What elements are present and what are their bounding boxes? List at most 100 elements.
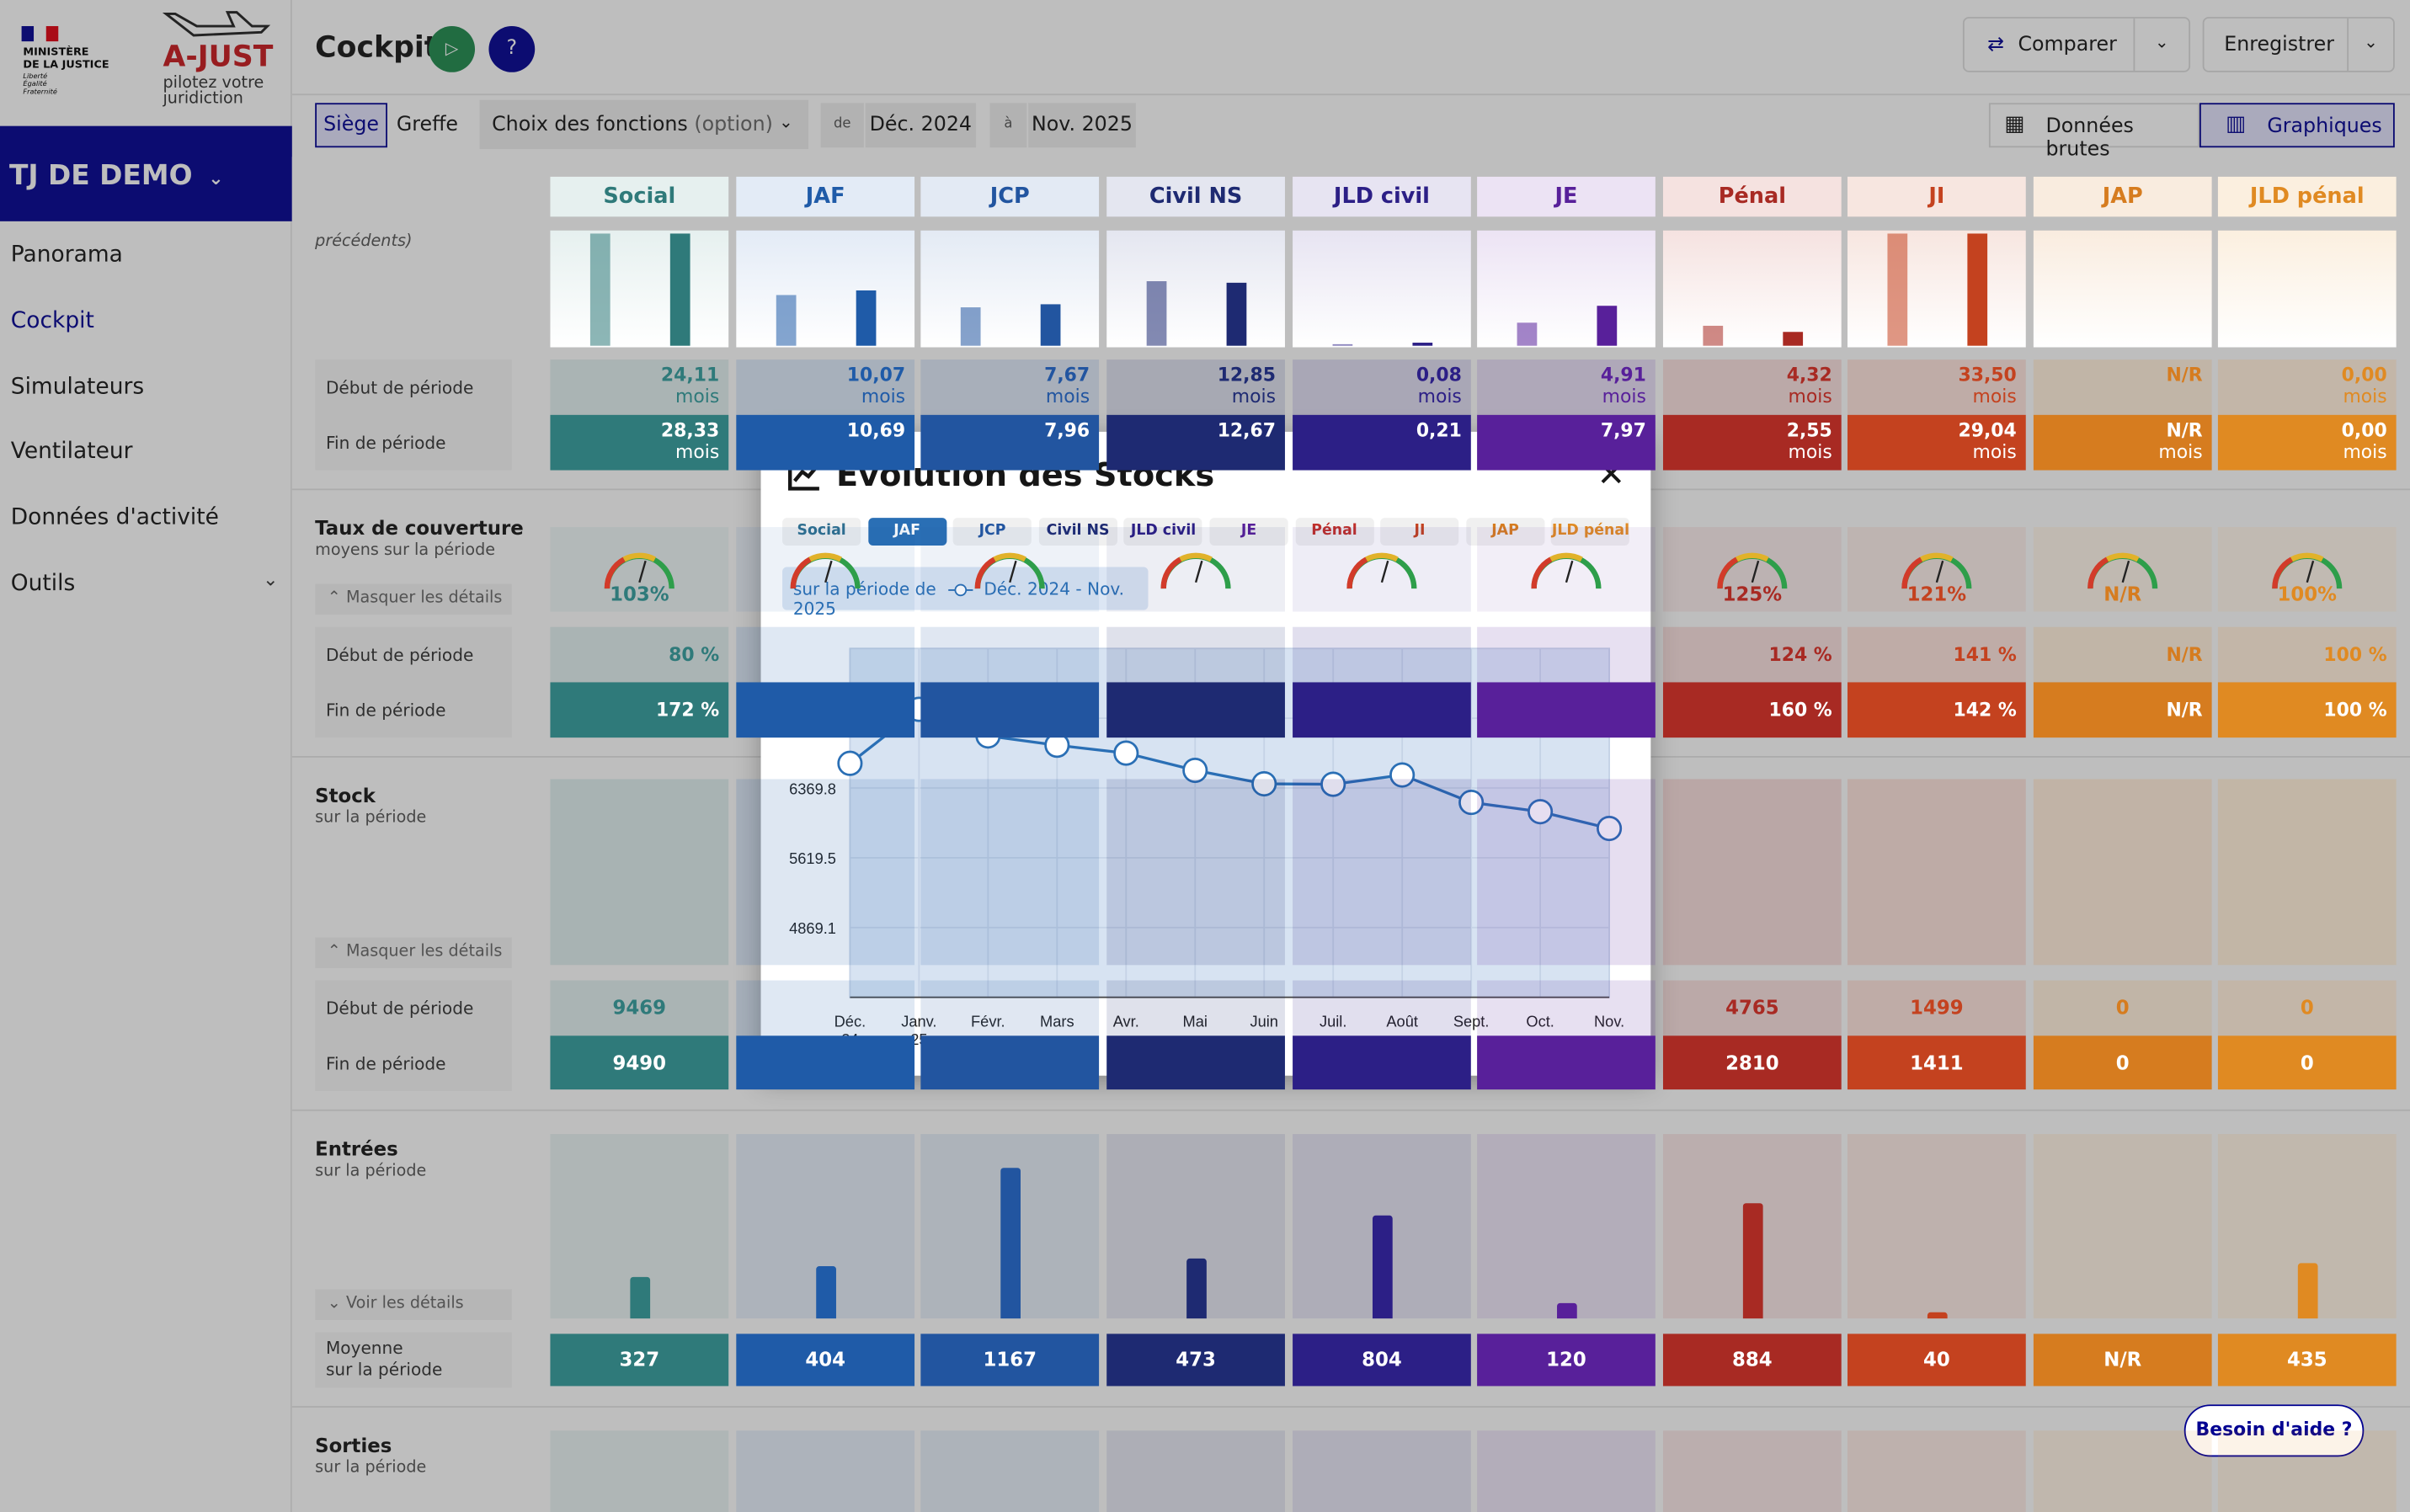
app-name: A-JUST — [163, 40, 274, 74]
entries-average-cell: 404 — [736, 1334, 915, 1387]
entries-average-cell: N/R — [2033, 1334, 2212, 1387]
to-prefix: à — [989, 103, 1027, 148]
stock-area-chart — [736, 779, 915, 966]
row-label-start: Début de période — [315, 359, 512, 415]
tab-jap[interactable]: JAP — [1465, 518, 1545, 546]
help-chat-button[interactable]: Besoin d'aide ? — [2183, 1404, 2365, 1457]
jurisdiction-selector[interactable]: TJ DE DEMO ⌄ — [0, 125, 292, 221]
charts-button[interactable]: ▥ Graphiques — [2199, 103, 2395, 148]
sidebar-item-cockpit[interactable]: Cockpit — [10, 308, 94, 334]
tab-jld-pénal[interactable]: JLD pénal — [1551, 518, 1630, 546]
tab-je[interactable]: JE — [1209, 518, 1288, 546]
dts-start-value: 10,07 — [846, 364, 906, 386]
exits-chart — [1662, 1430, 1842, 1512]
dts-chart — [1106, 230, 1285, 348]
chevron-down-icon[interactable]: ⌄ — [2133, 18, 2189, 71]
x-tick-label: Mars — [1040, 1012, 1074, 1030]
column-header: JE — [1477, 176, 1656, 217]
dts-start-unit: mois — [1788, 386, 1832, 407]
gauge-arc — [2272, 552, 2343, 589]
column-header: JCP — [920, 176, 1100, 217]
dts-bar — [1332, 343, 1353, 346]
functions-select[interactable]: Choix des fonctions (option) ⌄ — [479, 99, 809, 150]
tab-ji[interactable]: JI — [1380, 518, 1459, 546]
entries-chart — [1477, 1134, 1656, 1319]
stock-start-cell — [920, 980, 1100, 1036]
tab-civil-ns[interactable]: Civil NS — [1038, 518, 1117, 546]
sidebar-item-outils[interactable]: Outils — [10, 572, 76, 597]
entries-bar — [630, 1276, 651, 1319]
gauge-arc — [1717, 552, 1788, 589]
dts-end-value: 7,97 — [1600, 419, 1646, 441]
tab-jld-civil[interactable]: JLD civil — [1124, 518, 1203, 546]
tab-pénal[interactable]: Pénal — [1294, 518, 1374, 546]
x-tick-label: Mai — [1183, 1012, 1208, 1030]
filter-bar: Siège Greffe Choix des fonctions (option… — [292, 95, 2410, 162]
exits-chart — [2033, 1430, 2212, 1512]
gauge-value: 100% — [2277, 582, 2338, 606]
modal-backdrop-sidebar[interactable] — [0, 0, 292, 1512]
period-legend: sur la période de Déc. 2024 - Nov. 2025 — [782, 567, 1149, 620]
hide-details-button[interactable]: ⌃ Masquer les détails — [315, 583, 512, 615]
dts-start-value: 0,00 — [2341, 364, 2387, 386]
stock-title: Stock — [315, 783, 376, 807]
help-button[interactable]: ? — [488, 26, 536, 72]
sidebar-item-donnees[interactable]: Données d'activité — [10, 505, 219, 530]
coverage-end-cell — [920, 682, 1100, 738]
hide-details-button[interactable]: ⌃ Masquer les détails — [315, 937, 512, 968]
coverage-subtitle: moyens sur la période — [315, 540, 496, 560]
tab-jaf[interactable]: JAF — [867, 518, 946, 546]
dts-end-value: 2,55 — [1786, 419, 1832, 441]
compare-button[interactable]: ⇄ Comparer ⌄ — [1962, 17, 2191, 72]
exits-chart — [1106, 1430, 1285, 1512]
x-tick-label: Juin — [1250, 1012, 1277, 1030]
dts-start-unit: mois — [1045, 386, 1090, 407]
from-date-input[interactable]: Déc. 2024 — [865, 103, 977, 148]
row-label-end: Fin de période — [315, 682, 512, 738]
page-title: Cockpit — [315, 30, 439, 65]
plane-icon — [162, 11, 271, 37]
to-date-input[interactable]: Nov. 2025 — [1028, 103, 1136, 148]
show-details-button[interactable]: ⌄ Voir les détails — [315, 1289, 512, 1320]
motto-line: Liberté — [23, 73, 48, 82]
hide-details-label: Masquer les détails — [345, 588, 503, 607]
stock-start-cell — [1477, 980, 1656, 1036]
stock-area-chart — [1847, 779, 2026, 966]
coverage-start-cell: 124 % — [1662, 626, 1842, 683]
tab-greffe[interactable]: Greffe — [396, 114, 459, 137]
chevron-down-icon[interactable]: ⌄ — [2347, 18, 2393, 71]
coverage-gauge: N/R — [2033, 527, 2212, 612]
data-point — [1597, 815, 1623, 842]
dts-end-unit: mois — [1972, 440, 2017, 463]
play-tutorial-button[interactable]: ▷ — [429, 26, 476, 72]
dts-bar — [589, 233, 610, 346]
dts-end-cell: 28,33 mois — [550, 414, 729, 471]
sidebar-item-simulateurs[interactable]: Simulateurs — [10, 375, 145, 400]
save-label: Enregistrer — [2224, 33, 2335, 56]
dts-end-value: 0,00 — [2341, 419, 2387, 441]
row-label-end: Fin de période — [315, 414, 512, 471]
x-tick-label: Févr. — [971, 1012, 1005, 1030]
stock-area-chart — [550, 779, 729, 966]
tab-siege[interactable]: Siège — [315, 103, 387, 148]
chevron-up-icon: ⌃ — [327, 941, 341, 961]
tab-jcp[interactable]: JCP — [953, 518, 1032, 546]
coverage-end-cell: 160 % — [1662, 682, 1842, 738]
chevron-down-icon: ⌄ — [779, 112, 793, 132]
x-tick-label: Nov. — [1594, 1012, 1624, 1030]
tab-social[interactable]: Social — [782, 518, 861, 546]
dts-chart — [1477, 230, 1656, 348]
dts-bar — [960, 307, 981, 346]
stock-start-cell: 0 — [2033, 980, 2212, 1036]
gauge-value: 125% — [1722, 582, 1783, 606]
save-button[interactable]: Enregistrer ⌄ — [2202, 17, 2395, 72]
sidebar-item-ventilateur[interactable]: Ventilateur — [10, 439, 133, 465]
exits-chart — [736, 1430, 915, 1512]
average-label-line: Moyenne — [325, 1338, 403, 1359]
chevron-down-icon[interactable]: ⌄ — [263, 568, 279, 590]
gauge-arc — [1160, 552, 1231, 589]
dts-start-unit: mois — [1602, 386, 1646, 407]
sidebar-item-panorama[interactable]: Panorama — [10, 242, 123, 268]
coverage-start-cell: N/R — [2033, 626, 2212, 683]
entries-average-cell: 804 — [1293, 1334, 1471, 1387]
